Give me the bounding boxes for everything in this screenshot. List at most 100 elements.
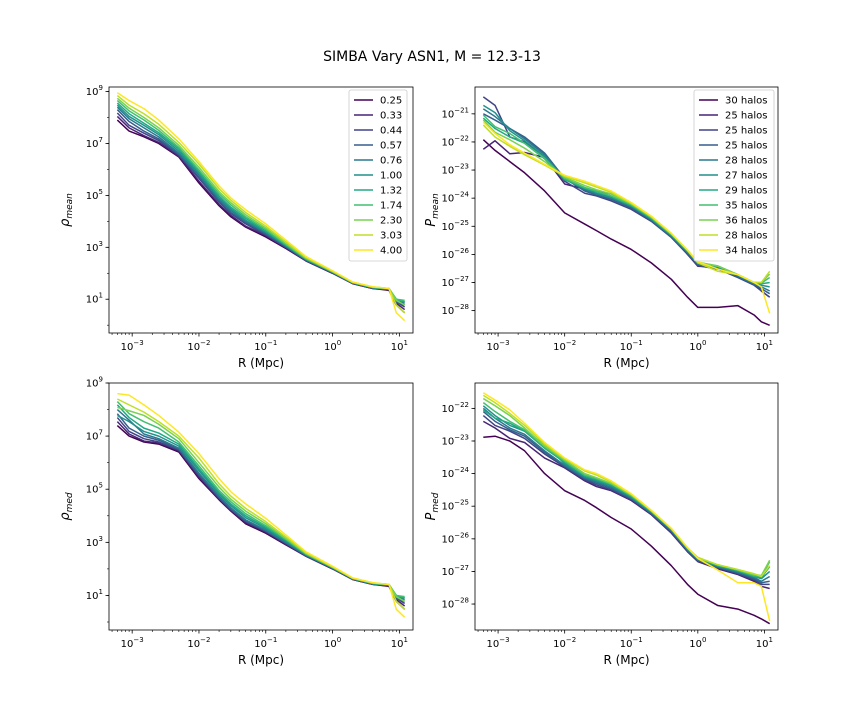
y-tick-label-4: 109 bbox=[86, 84, 103, 98]
legend: 30 halos 25 halos 25 halos 25 halos 28 halos… bbox=[693, 89, 775, 262]
legend-label-4: 28 halos bbox=[725, 156, 767, 167]
y-tick-label-1: 103 bbox=[86, 240, 103, 254]
y-tick-label-4: 109 bbox=[86, 376, 103, 390]
x-tick-label-3: 100 bbox=[689, 636, 706, 650]
figure-title: SIMBA Vary ASN1, M = 12.3-13 bbox=[323, 49, 541, 65]
x-axis-label: R (Mpc) bbox=[603, 356, 649, 370]
legend-label-1: 0.33 bbox=[380, 111, 402, 122]
y-tick-label-1: 10−27 bbox=[441, 564, 469, 578]
legend-label-9: 3.03 bbox=[380, 231, 402, 242]
y-tick-label-6: 10−22 bbox=[441, 401, 469, 415]
x-axis-label: R (Mpc) bbox=[238, 653, 284, 667]
series-line-9 bbox=[117, 398, 406, 610]
x-tick-label-4: 101 bbox=[391, 636, 408, 650]
plot-frame bbox=[474, 86, 779, 334]
x-axis-label: R (Mpc) bbox=[603, 653, 649, 667]
x-tick-label-1: 10−2 bbox=[187, 339, 210, 353]
x-tick-label-3: 100 bbox=[324, 636, 341, 650]
plot-frame bbox=[108, 86, 414, 334]
y-axis-label: Pmean bbox=[424, 193, 441, 227]
legend-label-2: 25 halos bbox=[725, 126, 767, 137]
x-tick-label-0: 10−3 bbox=[487, 339, 510, 353]
x-tick-label-1: 10−2 bbox=[553, 339, 576, 353]
y-tick-label-2: 105 bbox=[86, 188, 103, 202]
y-tick-label-0: 101 bbox=[86, 292, 103, 306]
y-tick-label-5: 10−23 bbox=[441, 433, 469, 447]
chart-panel-bottom-right: 10−3 10−2 10−1 100 101 10−28 10−27 10−26 10−25 10… bbox=[424, 382, 779, 667]
legend-label-7: 1.74 bbox=[380, 201, 402, 212]
y-tick-label-3: 10−25 bbox=[441, 219, 469, 233]
y-tick-label-0: 101 bbox=[86, 588, 103, 602]
x-tick-label-1: 10−2 bbox=[553, 636, 576, 650]
y-tick-label-6: 10−22 bbox=[441, 134, 469, 148]
series-line-1 bbox=[482, 420, 770, 590]
y-axis-label: ρmean bbox=[58, 193, 75, 227]
y-axis-label: ρmed bbox=[58, 492, 75, 521]
y-tick-label-1: 103 bbox=[86, 535, 103, 549]
legend-label-8: 36 halos bbox=[725, 216, 767, 227]
legend-label-0: 0.25 bbox=[380, 96, 402, 107]
legend-label-4: 0.76 bbox=[380, 156, 402, 167]
y-tick-label-1: 10−27 bbox=[441, 275, 469, 289]
legend-box bbox=[348, 89, 408, 262]
chart-panel-top-left: 10−3 10−2 10−1 100 101 101 103 105 107 109 R (Mpc)… bbox=[58, 84, 414, 370]
legend-label-2: 0.44 bbox=[380, 126, 402, 137]
legend-box bbox=[693, 89, 775, 262]
series-line-10 bbox=[482, 392, 771, 622]
x-tick-label-2: 10−1 bbox=[620, 636, 643, 650]
y-tick-label-2: 105 bbox=[86, 482, 103, 496]
x-tick-label-4: 101 bbox=[756, 339, 773, 353]
x-tick-label-0: 10−3 bbox=[487, 636, 510, 650]
y-tick-label-5: 10−23 bbox=[441, 163, 469, 177]
series-line-3 bbox=[116, 413, 405, 603]
y-tick-label-0: 10−28 bbox=[441, 303, 469, 317]
y-tick-label-0: 10−28 bbox=[441, 597, 469, 611]
series-lines bbox=[116, 392, 406, 618]
y-tick-label-3: 107 bbox=[86, 136, 103, 150]
legend-label-3: 0.57 bbox=[380, 141, 402, 152]
series-lines bbox=[482, 96, 771, 327]
x-tick-label-4: 101 bbox=[756, 636, 773, 650]
chart-panel-top-right: 10−3 10−2 10−1 100 101 10−28 10−27 10−26 10−25 10… bbox=[424, 86, 779, 370]
series-lines bbox=[116, 92, 406, 322]
y-axis-label: Pmed bbox=[424, 492, 441, 520]
series-lines bbox=[482, 392, 771, 625]
series-line-2 bbox=[482, 415, 770, 586]
x-tick-label-3: 100 bbox=[689, 339, 706, 353]
series-line-9 bbox=[482, 394, 771, 578]
y-tick-label-7: 10−21 bbox=[441, 106, 469, 120]
legend-label-8: 2.30 bbox=[380, 216, 402, 227]
x-tick-label-2: 10−1 bbox=[620, 339, 643, 353]
x-tick-label-0: 10−3 bbox=[121, 339, 144, 353]
series-line-6 bbox=[116, 404, 405, 599]
x-tick-label-3: 100 bbox=[324, 339, 341, 353]
x-tick-label-1: 10−2 bbox=[187, 636, 210, 650]
legend-label-5: 27 halos bbox=[725, 171, 767, 182]
legend-label-10: 4.00 bbox=[380, 246, 402, 257]
y-tick-label-3: 107 bbox=[86, 429, 103, 443]
legend-label-10: 34 halos bbox=[725, 246, 767, 257]
series-line-10 bbox=[482, 121, 771, 314]
series-line-4 bbox=[116, 409, 405, 601]
legend-label-3: 25 halos bbox=[725, 141, 767, 152]
x-tick-label-2: 10−1 bbox=[254, 339, 277, 353]
x-axis-label: R (Mpc) bbox=[238, 356, 284, 370]
chart-panel-bottom-left: 10−3 10−2 10−1 100 101 101 103 105 107 109 R (Mpc)… bbox=[58, 376, 414, 667]
legend-label-1: 25 halos bbox=[725, 111, 767, 122]
legend-label-6: 29 halos bbox=[725, 186, 767, 197]
x-tick-label-4: 101 bbox=[391, 339, 408, 353]
y-tick-label-2: 10−26 bbox=[441, 247, 469, 261]
y-tick-label-4: 10−24 bbox=[441, 466, 469, 480]
series-line-10 bbox=[117, 392, 406, 618]
legend-label-7: 35 halos bbox=[725, 201, 767, 212]
series-line-0 bbox=[482, 139, 770, 327]
series-line-1 bbox=[116, 421, 406, 607]
series-line-0 bbox=[483, 435, 771, 625]
y-tick-label-2: 10−26 bbox=[441, 531, 469, 545]
x-tick-label-0: 10−3 bbox=[121, 636, 144, 650]
y-tick-label-4: 10−24 bbox=[441, 191, 469, 205]
plot-frame bbox=[108, 382, 414, 631]
series-line-7 bbox=[116, 401, 405, 598]
legend-label-5: 1.00 bbox=[380, 171, 402, 182]
